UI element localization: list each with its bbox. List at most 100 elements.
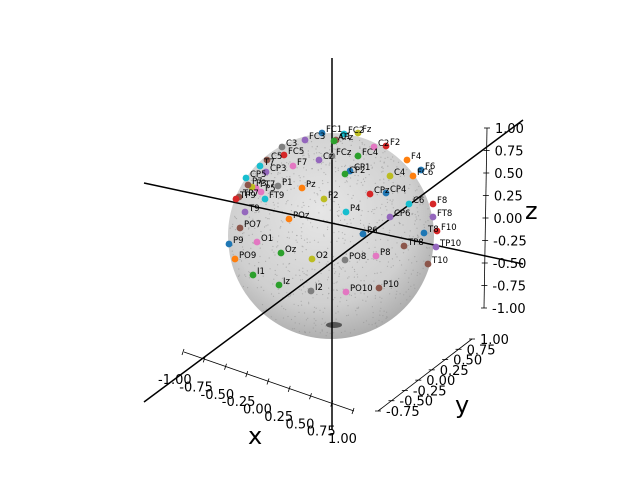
electrode-label-t8: T8: [427, 225, 439, 235]
electrode-label-fc4: FC4: [362, 148, 378, 158]
electrode-label-f2: F2: [390, 138, 400, 148]
electrode-marker-cp2: [342, 171, 349, 178]
electrode-marker-tp8: [401, 243, 408, 250]
electrode-marker-t9: [242, 209, 249, 216]
electrode-label-afz: AFz: [338, 133, 354, 143]
electrode-marker-po7: [237, 225, 244, 232]
electrode-label-c2: C2: [378, 139, 389, 149]
electrode-marker-t8: [421, 230, 428, 237]
electrode-marker-i1: [250, 272, 257, 279]
electrode-label-fcz: FCz: [336, 148, 352, 158]
electrode-label-f10: F10: [441, 223, 457, 233]
electrode-marker-p7: [245, 182, 252, 189]
electrode-label-oz: Oz: [285, 245, 297, 255]
electrode-label-p5: P5: [265, 184, 276, 194]
z-tick-label: 1.00: [495, 122, 524, 137]
electrode-label-fc3: FC3: [309, 132, 325, 142]
electrode-marker-p10: [376, 285, 383, 292]
electrode-label-f8: F8: [437, 196, 447, 206]
sphere-pole: [326, 322, 342, 328]
electrode-marker-po8: [342, 257, 349, 264]
electrode-label-p6: P6: [367, 226, 378, 236]
electrode-label-po9: PO9: [239, 251, 256, 261]
electrode-marker-fc3: [302, 137, 309, 144]
electrode-label-po10: PO10: [350, 284, 373, 294]
electrode-label-cz: Cz: [323, 152, 334, 162]
z-tick-label: -0.75: [492, 280, 526, 295]
electrode-marker-c4: [387, 173, 394, 180]
electrode-label-c6: C6: [413, 196, 424, 206]
electrode-marker-p4: [343, 209, 350, 216]
electrode-marker-i2: [308, 288, 315, 295]
electrode-marker-fc4: [355, 153, 362, 160]
electrode-marker-o1: [254, 239, 261, 246]
electrode-marker-c3: [279, 144, 286, 151]
electrode-label-po8: PO8: [349, 252, 366, 262]
electrode-marker-p6: [360, 231, 367, 238]
electrode-label-cp3: CP3: [270, 164, 286, 174]
z-tick-label: 0.25: [494, 190, 523, 205]
electrode-marker-p1: [275, 183, 282, 190]
electrode-marker-cp6: [387, 214, 394, 221]
electrode-marker-t10: [425, 261, 432, 268]
electrode-label-i1: I1: [257, 267, 265, 277]
z-tick-label: -0.25: [493, 235, 527, 250]
electrode-marker-p2: [321, 196, 328, 203]
electrode-marker-fc6: [410, 173, 417, 180]
electrode-label-o1: O1: [261, 234, 273, 244]
electrode-label-i2: I2: [315, 283, 323, 293]
y-axis-title: y: [455, 391, 469, 419]
x-tick-mark: [182, 349, 184, 355]
z-tick-label: 0.00: [494, 212, 523, 227]
electrode-label-iz: Iz: [283, 277, 291, 287]
electrode-label-f4: F4: [411, 152, 421, 162]
electrode-marker-po10: [343, 289, 350, 296]
electrode-label-po7: PO7: [244, 220, 261, 230]
electrode-marker-o2: [309, 256, 316, 263]
electrode-label-cpz: CPz: [374, 186, 390, 196]
electrode-marker-iz: [276, 282, 283, 289]
electrode-marker-tp9: [233, 196, 240, 203]
electrode-label-t10: T10: [431, 256, 448, 266]
electrode-marker-pz: [299, 185, 306, 192]
x-axis-title: x: [248, 422, 262, 450]
electrode-marker-po9: [232, 256, 239, 263]
electrode-label-p8: P8: [380, 248, 391, 258]
electrode-marker-cp5: [243, 175, 250, 182]
electrode-marker-ft9: [262, 196, 269, 203]
z-axis-title: z: [525, 197, 538, 225]
electrode-label-p10: P10: [383, 280, 399, 290]
electrode-label-tp9: TP9: [239, 191, 256, 201]
electrode-marker-p9: [226, 241, 233, 248]
z-tick-label: -1.00: [492, 302, 526, 317]
electrode-label-cp4: CP4: [390, 185, 406, 195]
z-tick-label: 0.50: [494, 167, 523, 182]
electrode-label-p9: P9: [233, 236, 244, 246]
electrode-marker-p8: [373, 253, 380, 260]
electrode-label-ft8: FT8: [437, 209, 452, 219]
electrode-label-f7: F7: [297, 158, 307, 168]
electrode-marker-f7: [290, 163, 297, 170]
electrode-label-t9: T9: [248, 204, 260, 214]
electrode-marker-ft8: [430, 214, 437, 221]
electrode-marker-tp10: [433, 244, 440, 251]
z-tick-label: -0.50: [493, 257, 527, 272]
electrode-marker-f8: [430, 201, 437, 208]
electrode-label-tp10: TP10: [439, 239, 461, 249]
electrode-marker-c6: [406, 201, 413, 208]
y-tick-label: 1.00: [480, 333, 509, 348]
electrode-label-pz: Pz: [306, 180, 316, 190]
electrode-label-p7: P7: [252, 177, 263, 187]
electrode-label-fc6: FC6: [417, 168, 433, 178]
electrode-marker-oz: [278, 250, 285, 257]
electrode-label-p1: P1: [282, 178, 293, 188]
electrode-label-p4: P4: [350, 204, 361, 214]
electrode-marker-cpz: [367, 191, 374, 198]
electrode-marker-afz: [331, 138, 338, 145]
electrode-marker-poz: [286, 216, 293, 223]
electrode-label-cp6: CP6: [394, 209, 410, 219]
electrode-marker-t7: [257, 163, 264, 170]
electrode-label-o2: O2: [316, 251, 328, 261]
